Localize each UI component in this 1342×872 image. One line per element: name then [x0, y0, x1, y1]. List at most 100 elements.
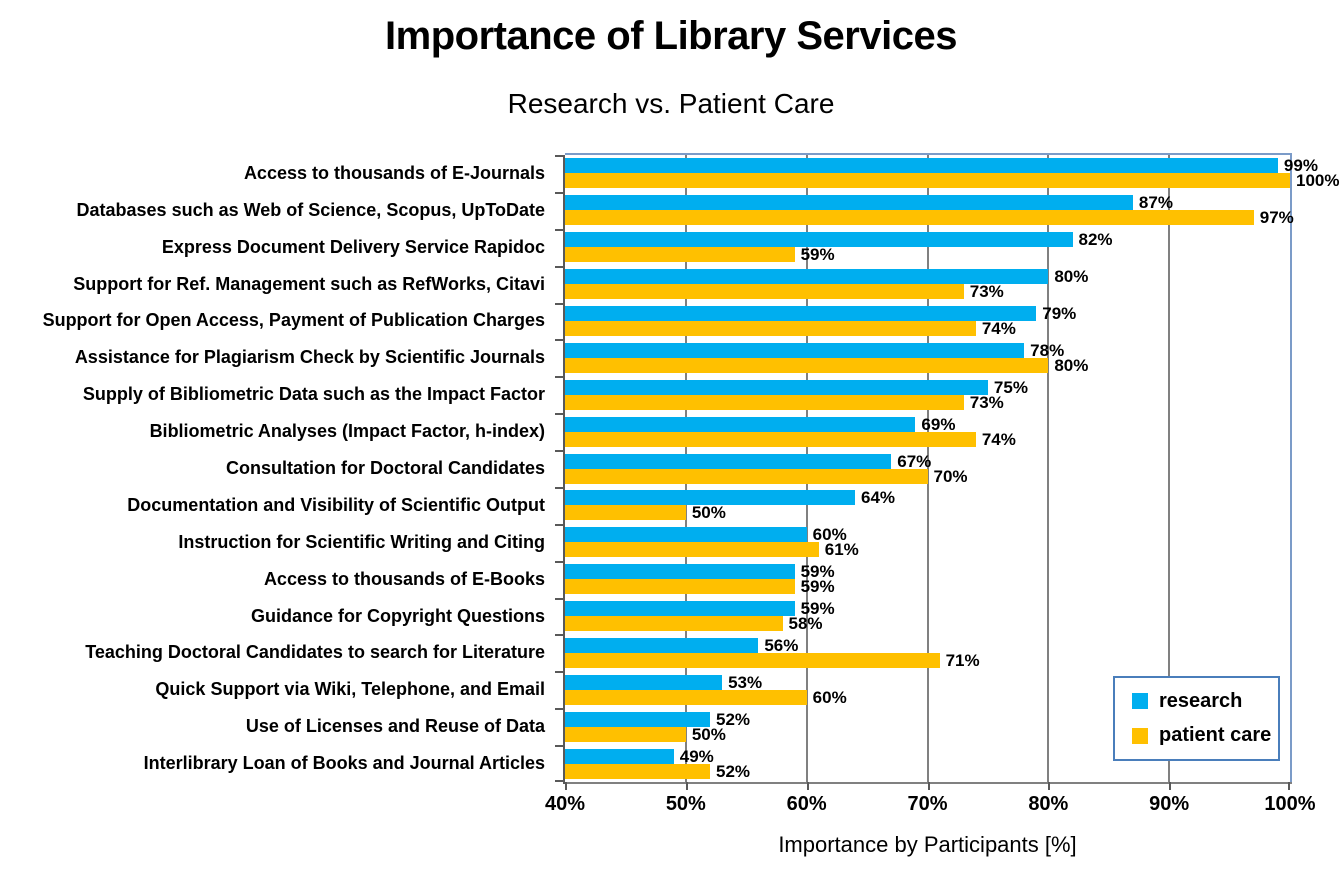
chart-subtitle: Research vs. Patient Care: [507, 88, 835, 119]
bar-patient-care: [565, 320, 976, 336]
bar-research: [565, 490, 855, 506]
bar-research: [565, 453, 892, 469]
category-label: Bibliometric Analyses (Impact Factor, h-…: [149, 421, 545, 442]
value-label: 74%: [981, 318, 1016, 338]
bar-research: [565, 269, 1049, 285]
bar-patient-care: [565, 468, 928, 484]
category-label: Interlibrary Loan of Books and Journal A…: [143, 753, 545, 774]
y-tick-mark: [555, 450, 565, 453]
x-tick-label: 40%: [544, 793, 586, 815]
value-label: 49%: [679, 746, 714, 766]
plot-area: research patient care 99% 100% 87% 97% 82% 59%…: [555, 153, 1339, 790]
plot-border-top: [565, 153, 1292, 155]
value-label: 80%: [1054, 267, 1089, 287]
value-label: 64%: [861, 488, 896, 508]
value-label: 79%: [1042, 303, 1077, 323]
bar-patient-care: [565, 210, 1254, 226]
y-tick-mark: [555, 155, 565, 157]
category-label: Support for Open Access, Payment of Publ…: [42, 310, 545, 331]
y-tick-mark: [555, 780, 565, 782]
x-tick-label: 60%: [786, 793, 827, 815]
x-tick-mark-90: [1169, 782, 1172, 790]
gridline-90: [1168, 155, 1171, 782]
bar-patient-care: [565, 284, 964, 300]
y-tick-mark: [555, 745, 565, 748]
value-label: 59%: [800, 562, 835, 582]
bar-patient-care: [565, 726, 686, 742]
bar-patient-care: [565, 763, 710, 779]
x-tick-mark-80: [1048, 782, 1051, 790]
y-tick-mark: [555, 302, 565, 305]
legend-swatch-icon: [1132, 693, 1148, 710]
x-tick-label: 50%: [665, 793, 706, 815]
category-label: Access to thousands of E-Journals: [243, 162, 545, 183]
gridline-70: [926, 155, 929, 782]
value-label: 74%: [981, 429, 1016, 449]
value-label: 50%: [691, 724, 726, 744]
x-tick-mark-60: [806, 782, 809, 790]
value-label: 73%: [969, 282, 1004, 302]
x-tick-mark-70: [927, 782, 930, 790]
x-axis-title: Importance by Participants [%]: [778, 832, 1077, 857]
value-label: 87%: [1138, 193, 1173, 213]
bar-research: [565, 305, 1037, 321]
y-tick-mark: [555, 191, 565, 194]
legend-label: patient care: [1159, 724, 1272, 747]
x-tick-label: 90%: [1149, 793, 1190, 815]
y-axis-line: [563, 155, 565, 784]
category-label: Use of Licenses and Reuse of Data: [245, 716, 545, 737]
y-tick-mark: [555, 339, 565, 342]
value-label: 67%: [897, 451, 932, 471]
value-label: 59%: [800, 577, 835, 597]
category-axis-labels: Access to thousands of E-Journals Databas…: [0, 155, 549, 782]
value-label: 97%: [1259, 208, 1294, 228]
bar-patient-care: [565, 689, 807, 705]
value-label: 70%: [933, 466, 968, 486]
y-tick-mark: [555, 413, 565, 416]
bar-research: [565, 711, 710, 727]
bar-patient-care: [565, 394, 964, 410]
value-label: 100%: [1296, 171, 1340, 191]
x-tick-mark-40: [565, 782, 567, 790]
gridline-80: [1047, 155, 1050, 782]
bar-patient-care: [565, 173, 1290, 189]
value-label: 52%: [716, 709, 751, 729]
x-tick-label: 80%: [1028, 793, 1069, 815]
category-label: Supply of Bibliometric Data such as the …: [82, 384, 545, 405]
legend-item-research: research: [1132, 690, 1278, 713]
value-label: 75%: [993, 377, 1028, 397]
bar-research: [565, 416, 916, 432]
bar-research: [565, 564, 795, 580]
y-tick-mark: [555, 523, 565, 526]
x-axis-tick-labels: 40% 50% 60% 70% 80% 90% 100%: [545, 793, 1316, 819]
value-label: 59%: [800, 245, 835, 265]
category-label: Documentation and Visibility of Scientif…: [127, 494, 545, 515]
y-tick-mark: [555, 265, 565, 268]
plot-border-right: [1290, 155, 1292, 782]
bar-patient-care: [565, 505, 686, 521]
bar-research: [565, 748, 674, 764]
value-label: 71%: [945, 650, 980, 670]
y-tick-mark: [555, 560, 565, 563]
bar-patient-care: [565, 431, 976, 447]
bar-research: [565, 637, 759, 653]
y-tick-mark: [555, 708, 565, 711]
value-label: 78%: [1030, 340, 1065, 360]
bar-patient-care: [565, 652, 940, 668]
value-label: 52%: [716, 761, 751, 781]
x-tick-label: 70%: [907, 793, 948, 815]
bar-patient-care: [565, 579, 795, 595]
category-label: Access to thousands of E-Books: [263, 568, 545, 589]
value-label: 50%: [691, 503, 726, 523]
y-tick-mark: [555, 634, 565, 637]
bar-patient-care: [565, 616, 783, 632]
value-label: 60%: [812, 687, 847, 707]
legend: research patient care: [1113, 676, 1280, 761]
y-tick-mark: [555, 671, 565, 674]
value-label: 53%: [728, 672, 763, 692]
y-tick-mark: [555, 597, 565, 600]
x-tick-mark-50: [685, 782, 688, 790]
bar-research: [565, 601, 795, 617]
category-label: Assistance for Plagiarism Check by Scien…: [74, 347, 545, 368]
value-label: 60%: [812, 525, 847, 545]
